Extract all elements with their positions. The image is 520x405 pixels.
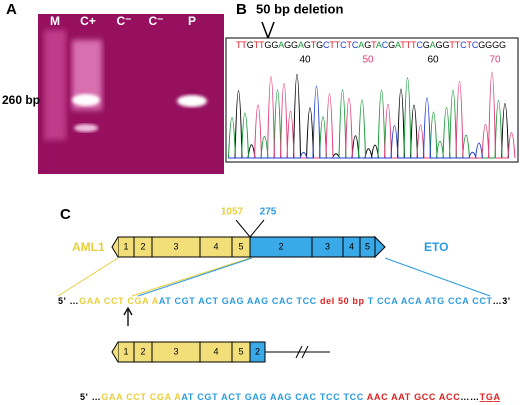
sequence-part: del 50 bp: [320, 296, 367, 306]
chromatogram: [228, 71, 516, 159]
sequence-part: GAA CCT CGA A: [101, 392, 181, 402]
sequence-part: …3': [493, 296, 510, 306]
guide-line: [384, 257, 491, 297]
lane-label: M: [50, 14, 60, 28]
gene-name: AML1: [72, 240, 105, 254]
sequence-part: TGA: [480, 392, 501, 402]
breakpoint: 1057: [221, 207, 244, 218]
panel-label: A: [6, 1, 17, 18]
panel-label: B: [236, 1, 247, 18]
position-label: 70: [489, 55, 501, 66]
exon-number: 4: [213, 346, 218, 356]
sequence: 5' …GAA CCT CGA AAT CGT ACT GAG AAG CAC …: [58, 296, 510, 306]
position-label: 50: [362, 55, 374, 66]
sequence-part: T CCA ACA ATG CCA CCT: [368, 296, 493, 306]
gel-bands: [44, 30, 207, 140]
sequence-part: 5' …: [58, 296, 79, 306]
exon-number: 5: [365, 241, 370, 251]
arrow: [123, 306, 133, 326]
lane-label: P: [188, 14, 196, 28]
trace: [228, 71, 516, 159]
exon-number: 2: [278, 241, 283, 251]
break-mark: [295, 345, 309, 359]
exon-number: 5: [238, 241, 243, 251]
annotation: 50 bp deletion: [256, 1, 343, 16]
exon-number: 2: [140, 241, 145, 251]
exon-tip: [374, 235, 386, 259]
guide-line: [57, 257, 119, 297]
sequence-part: 5' …: [80, 392, 101, 402]
exon-number: 3: [173, 241, 178, 251]
sequence-part: ……: [460, 392, 479, 402]
position-label: 60: [427, 55, 439, 66]
sequence: 5' …GAA CCT CGA AAT CGT ACT GAG AAG CAC …: [80, 392, 501, 402]
exon-number: 5: [238, 346, 243, 356]
size-marker: 260 bp: [2, 93, 40, 107]
sequence-part: AAC AAT GCC ACC: [367, 392, 460, 402]
lane-label: C⁻: [149, 14, 164, 28]
exon-tip: [111, 341, 119, 363]
lane-label: C+: [80, 14, 96, 28]
exon-number: 4: [213, 241, 218, 251]
sequence-part: AT CGT ACT GAG AAG CAC TCC TCC: [181, 392, 366, 402]
exon-number: 1: [123, 241, 128, 251]
exon-number: 2: [255, 346, 260, 356]
position-label: 40: [299, 55, 311, 66]
guide-line: [137, 257, 253, 297]
exon-number: 3: [173, 346, 178, 356]
exon-number: 3: [325, 241, 330, 251]
gene-name: ETO: [424, 240, 448, 254]
panel-label: C: [60, 206, 71, 223]
breakpoint-mark: [235, 219, 265, 238]
sequence-part: GAA CCT CGA A: [79, 296, 159, 306]
exon-number: 2: [140, 346, 145, 356]
exon-number: 4: [349, 241, 354, 251]
trace: [228, 85, 483, 159]
guide-line: [131, 257, 251, 297]
base-calls: TTGTTGGAGGAGTGCTTCTCAGTACGATTTCGAGGTTCTC…: [236, 40, 506, 50]
lane-label: C⁻: [117, 14, 132, 28]
trace: [228, 77, 503, 159]
exon-number: 1: [123, 346, 128, 356]
gel: [38, 14, 224, 174]
breakpoint: 275: [260, 207, 277, 218]
sequence-part: AT CGT ACT GAG AAG CAC TCC: [159, 296, 319, 306]
exon-tip: [111, 236, 119, 258]
deletion-mark: [261, 21, 275, 41]
trace: [228, 73, 509, 159]
